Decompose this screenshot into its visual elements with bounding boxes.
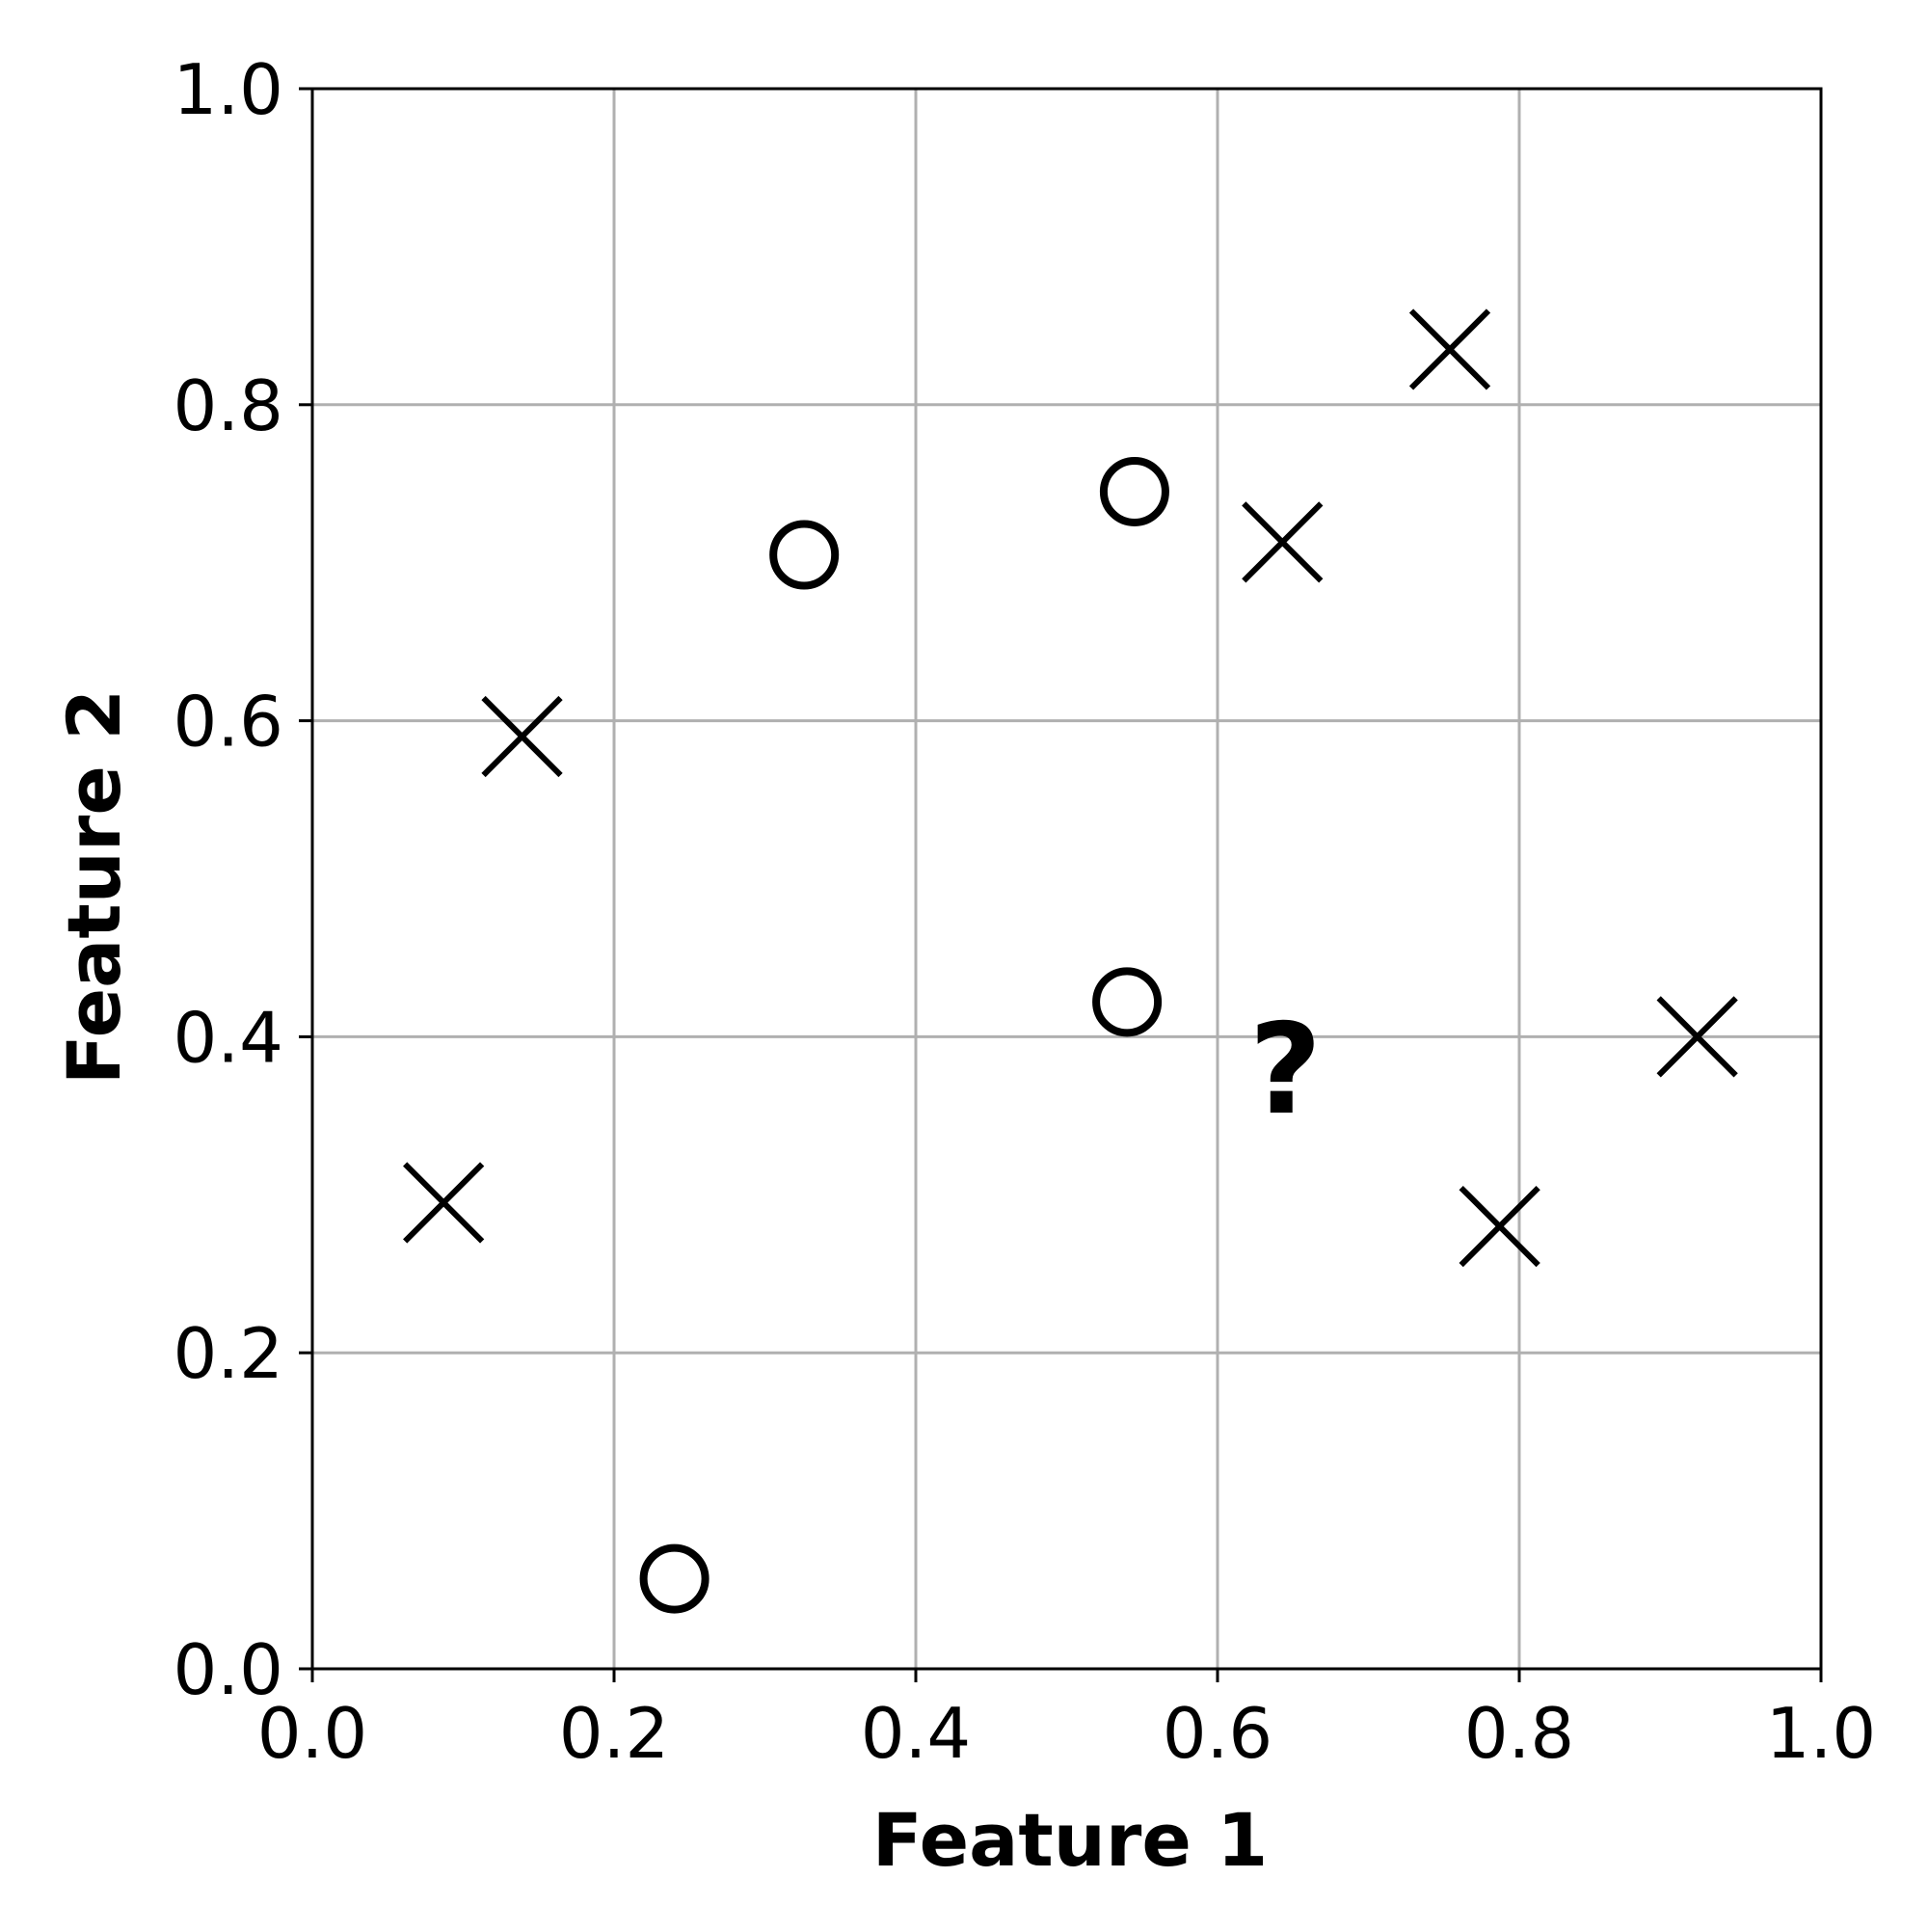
annotations: ? xyxy=(1249,996,1322,1142)
circle-point xyxy=(1099,456,1169,526)
y-tick-label: 0.6 xyxy=(173,682,283,763)
y-axis-label: Feature 2 xyxy=(51,689,137,1085)
x-tick-label: 1.0 xyxy=(1766,1693,1877,1774)
x-tick-label: 0.4 xyxy=(861,1693,972,1774)
circle-point xyxy=(769,520,840,590)
x-point-stroke xyxy=(481,695,563,778)
x-point-stroke xyxy=(1242,501,1324,583)
x-point xyxy=(1408,309,1491,390)
y-tick-label: 0.2 xyxy=(173,1313,283,1394)
circle-point xyxy=(639,1543,710,1614)
x-point xyxy=(1242,501,1324,583)
y-tick-label: 0.4 xyxy=(173,997,283,1078)
x-tick-label: 0.0 xyxy=(257,1693,368,1774)
ticks: 0.0 0.2 0.4 0.6 0.8 1.0 0.0 0.2 0.4 0.6 0.8 1.0 xyxy=(173,49,1876,1774)
x-point-stroke xyxy=(1408,309,1491,390)
data-points xyxy=(403,309,1738,1614)
x-point xyxy=(403,1162,485,1244)
x-point xyxy=(1656,996,1738,1078)
circle-point xyxy=(1092,967,1163,1037)
x-point-stroke xyxy=(1459,1185,1540,1268)
y-tick-label: 0.0 xyxy=(173,1629,283,1710)
y-tick-label: 0.8 xyxy=(173,365,283,446)
x-point xyxy=(1459,1185,1540,1268)
query-point-label: ? xyxy=(1249,996,1322,1142)
x-point-stroke xyxy=(403,1162,485,1244)
axes xyxy=(310,87,1823,1671)
x-point xyxy=(481,695,563,778)
plot-frame xyxy=(310,87,1823,1671)
x-tick-label: 0.6 xyxy=(1163,1693,1273,1774)
x-axis-label: Feature 1 xyxy=(872,1797,1268,1883)
x-point-stroke xyxy=(1656,996,1738,1078)
x-tick-label: 0.2 xyxy=(559,1693,670,1774)
x-tick-label: 0.8 xyxy=(1464,1693,1575,1774)
y-tick-label: 1.0 xyxy=(173,49,283,130)
